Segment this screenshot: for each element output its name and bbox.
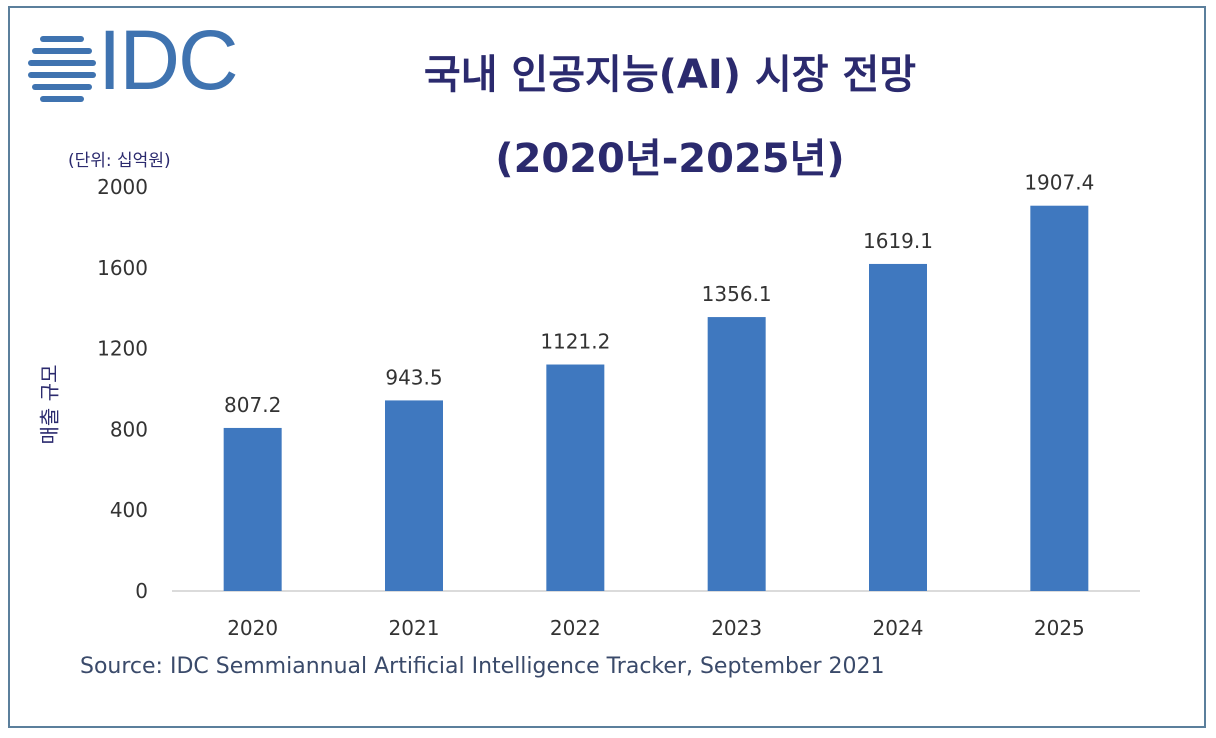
bar-2023: [707, 317, 766, 591]
data-label: 1121.2: [540, 330, 610, 354]
chart-subtitle: (2020년-2025년): [495, 136, 845, 182]
y-tick-label: 400: [110, 498, 148, 522]
source-note: Source: IDC Semmiannual Artificial Intel…: [80, 654, 885, 679]
y-tick-label: 2000: [97, 175, 148, 199]
x-tick-label: 2023: [711, 616, 762, 640]
bar-2021: [385, 400, 443, 591]
chart-title: 국내 인공지능(AI) 시장 전망: [423, 52, 917, 98]
idc-logo: [28, 36, 96, 102]
y-tick-label: 0: [135, 579, 148, 603]
data-label: 807.2: [224, 393, 281, 417]
data-label: 943.5: [385, 365, 442, 389]
logo-wordmark: IDC: [98, 13, 239, 107]
unit-label: (단위: 십억원): [68, 151, 171, 171]
data-label: 1619.1: [863, 229, 933, 253]
x-tick-label: 2024: [873, 616, 924, 640]
bar-2025: [1030, 205, 1089, 591]
data-label: 1356.1: [702, 282, 772, 306]
x-tick-label: 2025: [1034, 616, 1085, 640]
x-tick-label: 2020: [227, 616, 278, 640]
globe-icon: [28, 36, 96, 102]
bar-2024: [869, 263, 927, 591]
chart-frame: [8, 6, 1206, 728]
x-tick-label: 2021: [389, 616, 440, 640]
data-label: 1907.4: [1024, 171, 1094, 195]
x-tick-label: 2022: [550, 616, 601, 640]
bar-2022: [546, 364, 605, 591]
bar-2020: [223, 427, 282, 591]
y-tick-label: 1200: [97, 337, 148, 361]
y-tick-label: 1600: [97, 256, 148, 280]
y-tick-label: 800: [110, 417, 148, 441]
